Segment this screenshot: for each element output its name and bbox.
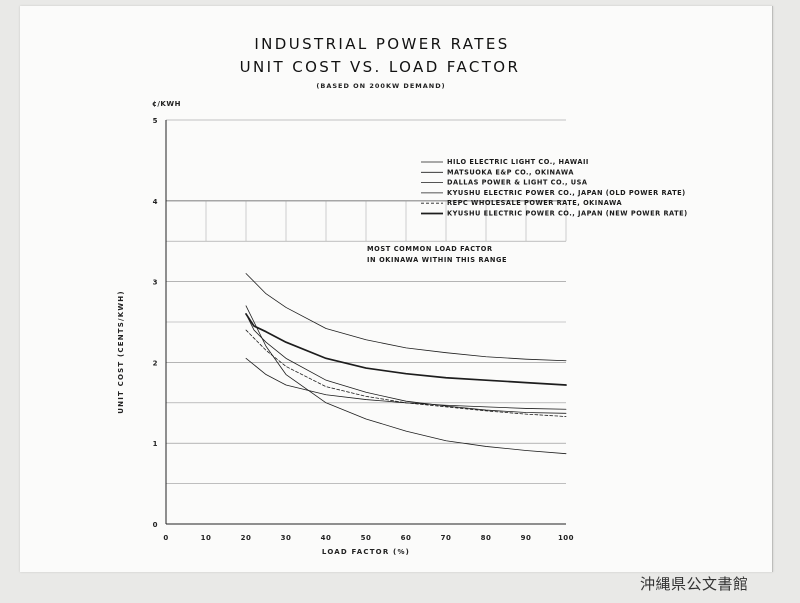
series-line-6 [245, 313, 567, 386]
chart-note: (BASED ON 200KW DEMAND) [316, 82, 445, 90]
y-tick-5: 5 [153, 117, 158, 125]
legend-label-4: KYUSHU ELECTRIC POWER CO., JAPAN (OLD PO… [447, 189, 686, 197]
x-tick-90: 90 [521, 534, 532, 542]
series-line-5 [245, 329, 567, 417]
x-tick-40: 40 [321, 534, 332, 542]
x-axis-label: LOAD FACTOR (%) [322, 548, 410, 556]
y-axis-label: UNIT COST (CENTS/KWH) [117, 290, 125, 413]
x-tick-10: 10 [201, 534, 212, 542]
y-tick-1: 1 [153, 440, 158, 448]
chart-title: INDUSTRIAL POWER RATES [254, 35, 509, 53]
legend-label-6: KYUSHU ELECTRIC POWER CO., JAPAN (NEW PO… [447, 210, 688, 218]
legend-label-5: REPC WHOLESALE POWER RATE, OKINAWA [447, 199, 623, 207]
series-lines [245, 273, 567, 455]
axes [165, 120, 566, 525]
x-tick-80: 80 [481, 534, 492, 542]
y-tick-0: 0 [153, 521, 158, 529]
y-tick-2: 2 [153, 359, 158, 367]
x-tick-30: 30 [281, 534, 292, 542]
x-tick-labels: 0 10 20 30 40 50 60 70 80 90 100 [163, 534, 574, 542]
y-tick-labels: 0 1 2 3 4 5 [153, 117, 158, 529]
annotation-line-2: IN OKINAWA WITHIN THIS RANGE [367, 256, 507, 264]
annotation-line-1: MOST COMMON LOAD FACTOR [367, 245, 493, 253]
y-tick-3: 3 [153, 279, 158, 287]
y-tick-4: 4 [153, 198, 158, 206]
series-line-4 [245, 313, 567, 414]
chart-subtitle: UNIT COST VS. LOAD FACTOR [240, 58, 521, 76]
unit-label: ¢/KWH [152, 100, 181, 108]
x-tick-0: 0 [163, 534, 168, 542]
x-tick-100: 100 [558, 534, 574, 542]
paper-sheet [20, 6, 773, 572]
series-line-3 [245, 357, 567, 410]
series-line-2 [245, 305, 567, 455]
legend-label-3: DALLAS POWER & LIGHT CO., USA [447, 179, 588, 187]
archive-stamp: 沖縄県公文書館 [640, 575, 749, 593]
x-tick-50: 50 [361, 534, 372, 542]
grid [166, 119, 567, 484]
series-line-1 [245, 273, 567, 362]
legend-label-2: MATSUOKA E&P CO., OKINAWA [447, 168, 574, 176]
x-tick-60: 60 [401, 534, 412, 542]
x-tick-70: 70 [441, 534, 452, 542]
legend: HILO ELECTRIC LIGHT CO., HAWAII MATSUOKA … [421, 158, 688, 218]
legend-label-1: HILO ELECTRIC LIGHT CO., HAWAII [447, 158, 589, 166]
x-tick-20: 20 [241, 534, 252, 542]
